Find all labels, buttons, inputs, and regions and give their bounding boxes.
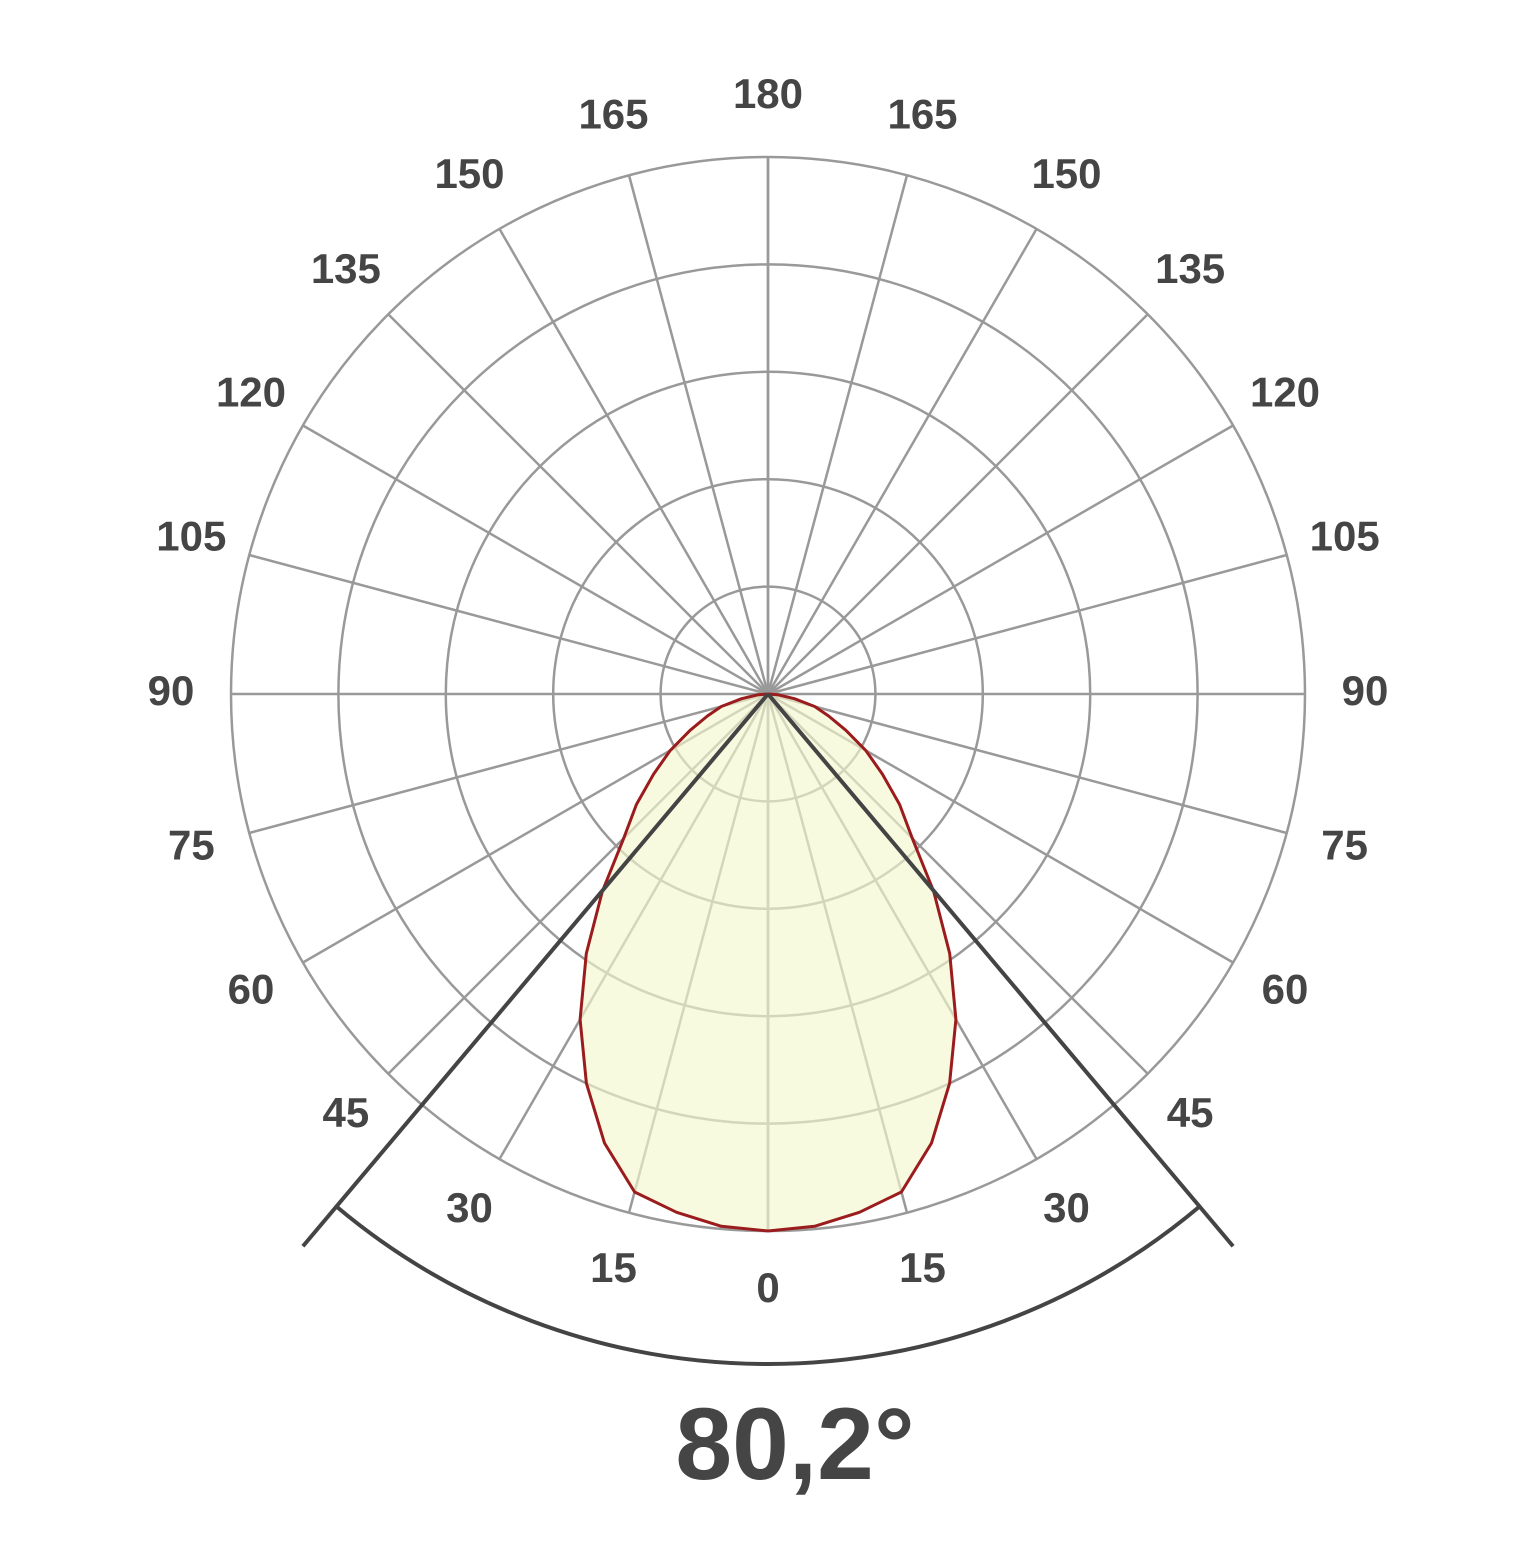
angle-label: 120: [216, 369, 286, 416]
angle-label: 45: [322, 1089, 369, 1136]
beam-arc: [335, 1204, 1201, 1367]
grid-spoke: [498, 228, 770, 695]
angle-label: 135: [311, 245, 381, 292]
angle-label: 30: [446, 1184, 493, 1231]
angle-label: 150: [1031, 150, 1101, 197]
angle-label: 0: [756, 1264, 779, 1311]
intensity-curve: [578, 692, 769, 1233]
grid-spoke: [302, 424, 769, 696]
beam-angle-label: 80,2°: [675, 1387, 914, 1501]
angle-label: 60: [228, 966, 275, 1013]
angle-label: 90: [1342, 667, 1389, 714]
angle-label: 15: [899, 1244, 946, 1291]
grid-spoke: [248, 692, 769, 835]
grid-spoke: [767, 692, 1288, 835]
angle-label: 165: [578, 90, 648, 137]
angle-label: 135: [1155, 245, 1225, 292]
angle-label: 75: [168, 822, 215, 869]
grid-spoke: [767, 424, 1234, 696]
grid-spoke: [627, 174, 770, 695]
angle-label: 30: [1043, 1184, 1090, 1231]
grid-spoke: [248, 553, 769, 696]
angle-label: 150: [434, 150, 504, 197]
beam-line: [766, 692, 1235, 1248]
intensity-curve: [767, 692, 958, 1233]
grid-spoke: [387, 313, 769, 695]
grid-spoke: [766, 174, 909, 695]
angle-label: 15: [590, 1244, 637, 1291]
angle-label: 165: [887, 90, 957, 137]
angle-label: 60: [1262, 966, 1309, 1013]
grid-spoke: [766, 228, 1038, 695]
beam-line: [301, 692, 770, 1248]
angle-label: 105: [1310, 513, 1380, 560]
grid-spoke: [767, 313, 1149, 695]
angle-label: 180: [733, 70, 803, 117]
angle-label: 120: [1250, 369, 1320, 416]
grid-spoke: [767, 553, 1288, 696]
angle-label: 105: [156, 513, 226, 560]
angle-label: 45: [1167, 1089, 1214, 1136]
angle-label: 90: [148, 667, 195, 714]
angle-label: 75: [1321, 822, 1368, 869]
